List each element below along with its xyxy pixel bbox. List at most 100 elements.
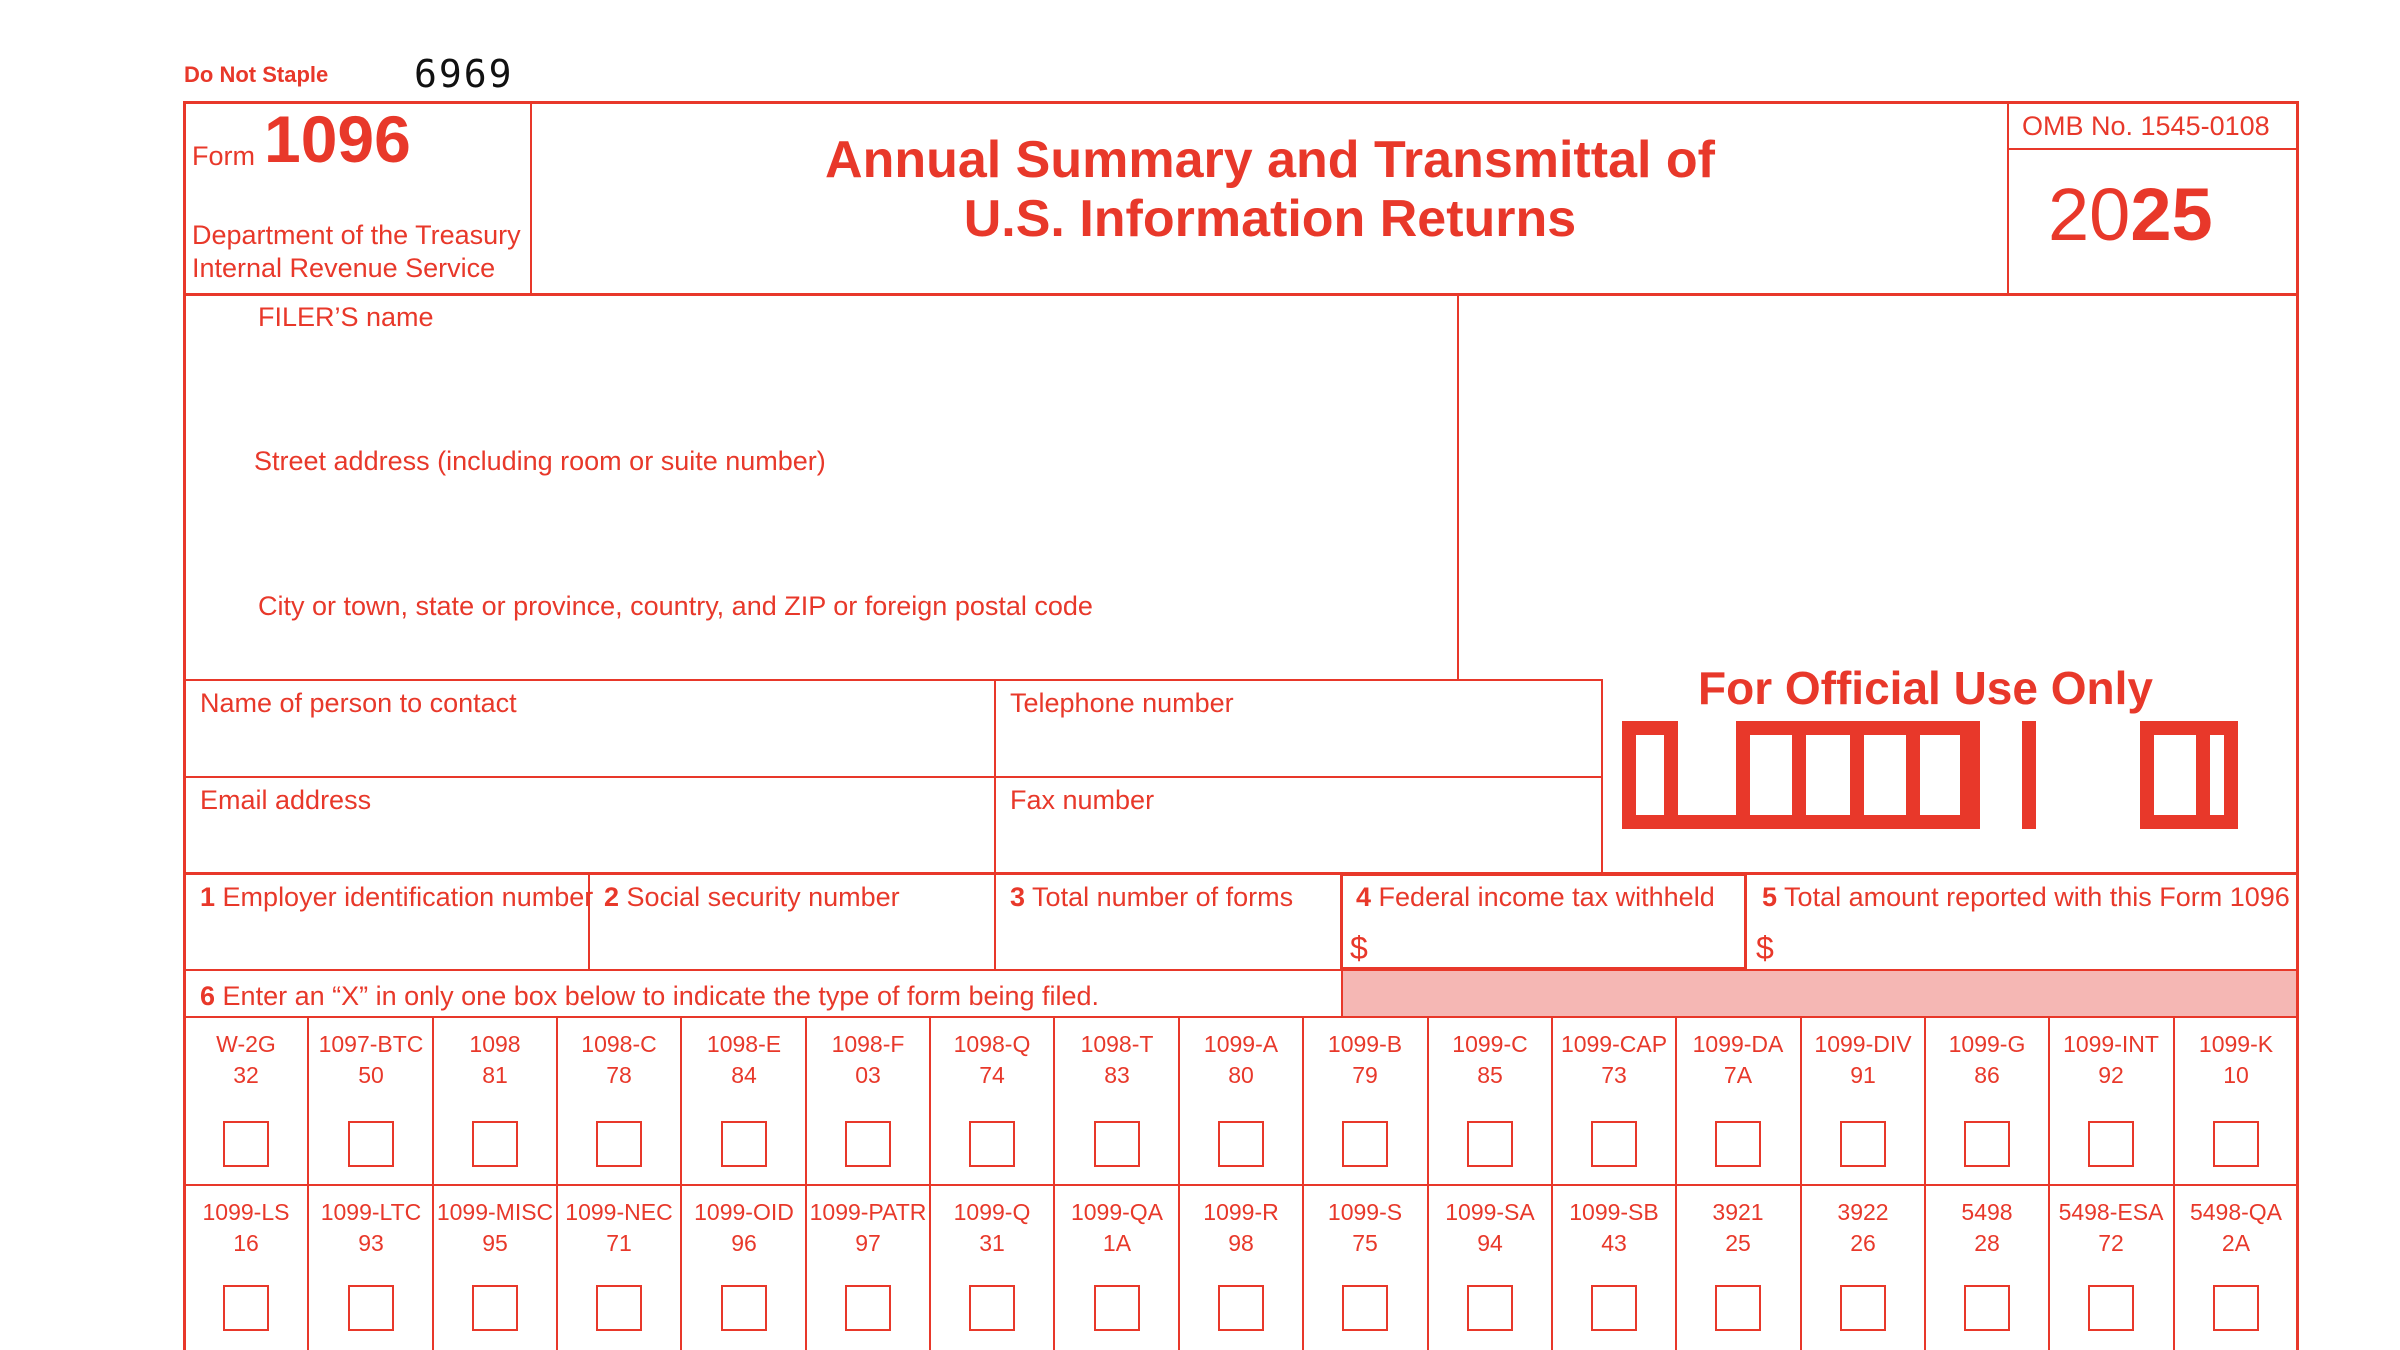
form-type-cell: 1099-NEC 71 (557, 1201, 681, 1255)
box1-label: 1 Employer identification number (200, 884, 593, 911)
form-type-divider (1178, 1186, 1180, 1350)
form-type-name: 1099-CAP (1560, 1031, 1668, 1057)
form-type-checkbox[interactable] (2088, 1121, 2134, 1167)
form-type-code: 31 (979, 1230, 1005, 1256)
form-type-code: 98 (1228, 1230, 1254, 1256)
form-type-cell: 3922 26 (1801, 1201, 1925, 1255)
form-type-code: 97 (855, 1230, 881, 1256)
form-type-checkbox[interactable] (472, 1285, 518, 1331)
box6-text: Enter an “X” in only one box below to in… (222, 981, 1100, 1011)
header-bottom-rule (183, 293, 2299, 296)
form-type-divider (2048, 1018, 2050, 1185)
tax-year-prefix: 20 (2048, 173, 2131, 256)
form-type-checkbox[interactable] (1218, 1121, 1264, 1167)
form-type-divider (2173, 1186, 2175, 1350)
frame-left (183, 101, 186, 1350)
form-type-checkbox[interactable] (472, 1121, 518, 1167)
form-type-cell: 1099-LS 16 (184, 1201, 308, 1255)
email-label: Email address (200, 785, 372, 815)
official-use-label: For Official Use Only (1698, 662, 2153, 714)
form-type-checkbox[interactable] (1964, 1285, 2010, 1331)
form-type-checkbox[interactable] (223, 1285, 269, 1331)
form-type-divider (1800, 1018, 1802, 1185)
form-type-code: 28 (1974, 1230, 2000, 1256)
form-type-checkbox[interactable] (1467, 1285, 1513, 1331)
form-type-code: 74 (979, 1062, 1005, 1088)
form-type-checkbox[interactable] (1840, 1285, 1886, 1331)
form-type-checkbox[interactable] (2088, 1285, 2134, 1331)
form-type-divider (556, 1018, 558, 1185)
form-type-checkbox[interactable] (969, 1121, 1015, 1167)
form-type-cell: 1099-DIV 91 (1801, 1033, 1925, 1087)
form-type-cell: 1099-OID 96 (682, 1201, 806, 1255)
form-type-checkbox[interactable] (2213, 1285, 2259, 1331)
form-type-code: 1A (1102, 1230, 1132, 1256)
form-type-code: 10 (2223, 1062, 2249, 1088)
form-type-code: 03 (855, 1062, 881, 1088)
form-type-checkbox[interactable] (596, 1285, 642, 1331)
form-type-divider (1924, 1018, 1926, 1185)
box4-heavy-border (1340, 873, 1747, 970)
form-type-checkbox[interactable] (1094, 1121, 1140, 1167)
form-type-checkbox[interactable] (1840, 1121, 1886, 1167)
box5-number: 5 (1762, 882, 1778, 912)
form-type-checkbox[interactable] (2213, 1121, 2259, 1167)
form-type-divider (2048, 1186, 2050, 1350)
form-type-divider (1053, 1186, 1055, 1350)
form-type-checkbox[interactable] (596, 1121, 642, 1167)
form-type-checkbox[interactable] (969, 1285, 1015, 1331)
digit-separator (1906, 721, 1920, 829)
form-type-checkbox[interactable] (1715, 1285, 1761, 1331)
form-type-cell: 5498 28 (1925, 1201, 2049, 1255)
form-type-checkbox[interactable] (348, 1121, 394, 1167)
form-type-code: 71 (606, 1230, 632, 1256)
form-type-cell: 1099-C 85 (1428, 1033, 1552, 1087)
form-type-code: 79 (1352, 1062, 1378, 1088)
form-type-checkbox[interactable] (1591, 1285, 1637, 1331)
form-type-checkbox[interactable] (1218, 1285, 1264, 1331)
form-type-cell: 1098-T 83 (1055, 1033, 1179, 1087)
form-type-name: 1099-G (1948, 1031, 2026, 1057)
form-type-name: 5498 (1961, 1199, 2013, 1225)
header-divider-left (530, 101, 532, 293)
form-type-code: 81 (482, 1062, 508, 1088)
form-type-divider (805, 1018, 807, 1185)
form-type-cell: 5498-QA 2A (2174, 1201, 2298, 1255)
form-type-checkbox[interactable] (223, 1121, 269, 1167)
form-type-checkbox[interactable] (721, 1285, 767, 1331)
form-type-name: 3922 (1837, 1199, 1889, 1225)
form-type-divider (1427, 1186, 1429, 1350)
form-type-code: 96 (731, 1230, 757, 1256)
form-type-checkbox[interactable] (1591, 1121, 1637, 1167)
form-type-checkbox[interactable] (1715, 1121, 1761, 1167)
box2-label: 2 Social security number (604, 884, 900, 911)
form-type-checkbox[interactable] (1342, 1121, 1388, 1167)
form-type-cell: 1099-DA 7A (1676, 1033, 1800, 1087)
agency-label: Internal Revenue Service (192, 253, 496, 283)
form-type-checkbox[interactable] (1964, 1121, 2010, 1167)
form-type-cell: 1099-CAP 73 (1552, 1033, 1676, 1087)
form-type-divider (1302, 1186, 1304, 1350)
form-type-divider (1924, 1186, 1926, 1350)
form-type-checkbox[interactable] (1342, 1285, 1388, 1331)
form-type-name: 1099-DA (1692, 1031, 1784, 1057)
form-type-code: 75 (1352, 1230, 1378, 1256)
form-type-divider (1427, 1018, 1429, 1185)
form-type-code: 84 (731, 1062, 757, 1088)
form-type-checkbox[interactable] (845, 1121, 891, 1167)
form-type-checkbox[interactable] (1094, 1285, 1140, 1331)
form-type-name: 1098-Q (953, 1031, 1031, 1057)
box3-label: 3 Total number of forms (1010, 884, 1293, 911)
form-type-code: 78 (606, 1062, 632, 1088)
form-type-cell: 1099-R 98 (1179, 1201, 1303, 1255)
form-type-name: 1098-E (706, 1031, 782, 1057)
form-type-name: 1099-R (1203, 1199, 1279, 1225)
form-type-checkbox[interactable] (348, 1285, 394, 1331)
do-not-staple-label: Do Not Staple (184, 62, 329, 87)
box4-label: 4 Federal income tax withheld (1356, 884, 1715, 911)
form-type-checkbox[interactable] (845, 1285, 891, 1331)
official-use-digit-box (1622, 721, 1678, 829)
form-type-checkbox[interactable] (1467, 1121, 1513, 1167)
form-type-checkbox[interactable] (721, 1121, 767, 1167)
form-type-name: 1099-SB (1569, 1199, 1659, 1225)
